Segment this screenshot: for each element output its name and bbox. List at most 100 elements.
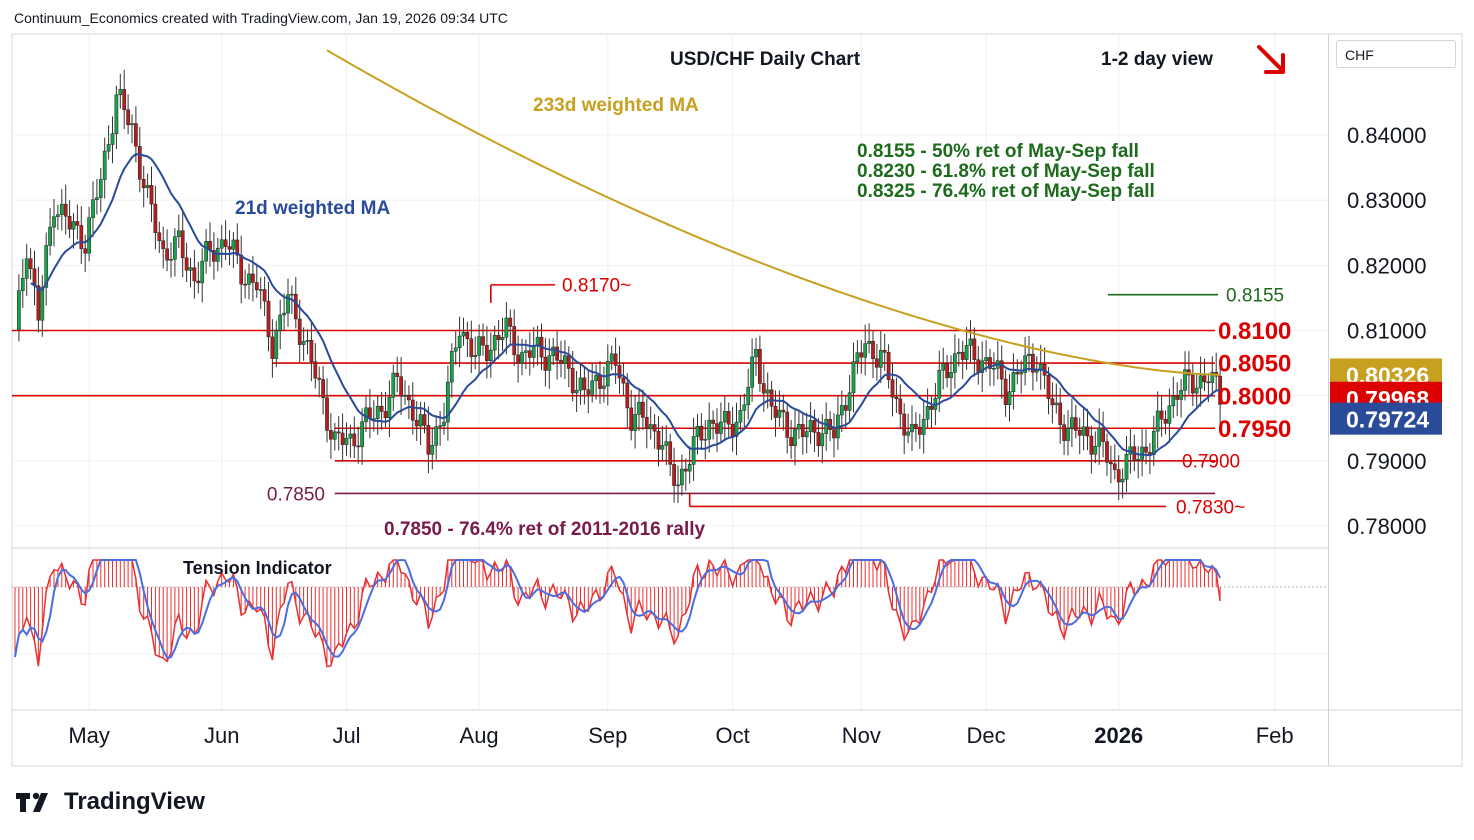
candle-body xyxy=(403,395,407,397)
candle-body xyxy=(633,414,637,431)
tradingview-wordmark: TradingView xyxy=(64,788,205,815)
candle-body xyxy=(898,398,903,415)
candle-body xyxy=(988,357,992,369)
candle-body xyxy=(878,349,883,368)
candle-body xyxy=(804,431,809,438)
retracement-note: 0.8325 - 76.4% ret of May-Sep fall xyxy=(857,181,1155,202)
candle-body xyxy=(956,351,961,354)
candle-body xyxy=(629,407,634,431)
candle-body xyxy=(711,419,715,424)
candle-body xyxy=(543,356,548,371)
candle-body xyxy=(1062,424,1066,441)
candle-body xyxy=(1151,430,1156,455)
candle-body xyxy=(379,405,384,412)
candle-body xyxy=(410,399,415,421)
y-tick-label: 0.83000 xyxy=(1347,188,1427,213)
candle-body xyxy=(1046,375,1051,399)
candle-body xyxy=(1105,441,1109,463)
candle-body xyxy=(1015,372,1020,375)
candle-body xyxy=(972,338,977,360)
candle-body xyxy=(699,425,704,441)
candle-body xyxy=(520,352,524,364)
x-tick-label: Jun xyxy=(204,723,239,748)
candle-body xyxy=(859,352,864,358)
candle-body xyxy=(332,431,337,440)
price-axis-unit[interactable]: CHF xyxy=(1336,40,1456,68)
level-label-08155: 0.8155 xyxy=(1226,285,1284,306)
candle-body xyxy=(461,332,466,337)
candle-body xyxy=(531,345,536,358)
chart-title: USD/CHF Daily Chart xyxy=(670,49,861,70)
candle-body xyxy=(547,355,552,371)
candle-body xyxy=(149,185,154,205)
candle-body xyxy=(321,379,325,398)
candle-body xyxy=(1120,478,1125,483)
candle-body xyxy=(1085,426,1090,437)
candle-body xyxy=(773,406,778,418)
candle-body xyxy=(44,245,49,288)
ma21-line xyxy=(30,153,1221,457)
candle-body xyxy=(769,389,774,407)
price-tag-label: 0.79724 xyxy=(1346,407,1429,433)
candle-body xyxy=(1190,374,1195,394)
candle-body xyxy=(637,401,641,415)
candle-body xyxy=(609,353,614,362)
candle-body xyxy=(1058,402,1063,425)
candle-body xyxy=(691,436,696,465)
price-axis-divider xyxy=(1328,34,1329,766)
candle-body xyxy=(621,377,626,384)
candle-body xyxy=(477,336,481,356)
candle-body xyxy=(141,179,146,189)
candle-body xyxy=(473,355,478,357)
candle-body xyxy=(516,354,520,364)
candle-body xyxy=(282,312,286,316)
chart-credit: Continuum_Economics created with Trading… xyxy=(14,10,508,26)
candle-body xyxy=(270,336,275,359)
candle-body xyxy=(212,250,216,262)
candle-body xyxy=(1027,353,1031,356)
candle-body xyxy=(590,380,595,395)
candle-body xyxy=(383,411,388,419)
candle-body xyxy=(512,326,517,356)
candle-body xyxy=(1093,446,1098,455)
candle-body xyxy=(1089,435,1094,455)
candle-body xyxy=(407,395,411,401)
candle-body xyxy=(793,428,797,447)
candle-body xyxy=(1003,378,1008,405)
candle-body xyxy=(449,350,454,383)
candle-body xyxy=(781,409,786,413)
candle-body xyxy=(1136,459,1141,461)
candle-body xyxy=(976,359,981,373)
tradingview-mark-icon xyxy=(16,792,48,812)
retracement-note: 0.8230 - 61.8% ret of May-Sep fall xyxy=(857,161,1155,182)
candle-body xyxy=(921,418,926,435)
candle-body xyxy=(707,419,712,440)
candle-body xyxy=(153,203,158,233)
candle-body xyxy=(761,383,766,394)
candle-body xyxy=(652,424,657,432)
candle-body xyxy=(219,239,224,249)
candle-body xyxy=(481,336,485,346)
candle-body xyxy=(906,431,910,436)
candle-body xyxy=(863,343,868,358)
candle-body xyxy=(816,432,821,447)
candle-body xyxy=(726,411,731,425)
candle-body xyxy=(418,414,423,427)
candle-body xyxy=(508,317,513,327)
candle-body xyxy=(910,423,914,433)
candle-body xyxy=(625,382,630,409)
tradingview-logo[interactable]: TradingView xyxy=(16,788,205,816)
candle-body xyxy=(48,226,52,246)
candle-body xyxy=(176,230,181,237)
candle-body xyxy=(457,335,462,349)
candle-body xyxy=(843,405,848,411)
candle-body xyxy=(980,360,985,373)
candle-body xyxy=(286,294,290,314)
candle-body xyxy=(301,341,306,345)
x-tick-label: Dec xyxy=(967,723,1006,748)
candle-body xyxy=(110,133,115,145)
ma233-label: 233d weighted MA xyxy=(533,95,699,116)
candle-body xyxy=(758,349,762,384)
candle-body xyxy=(165,248,169,261)
